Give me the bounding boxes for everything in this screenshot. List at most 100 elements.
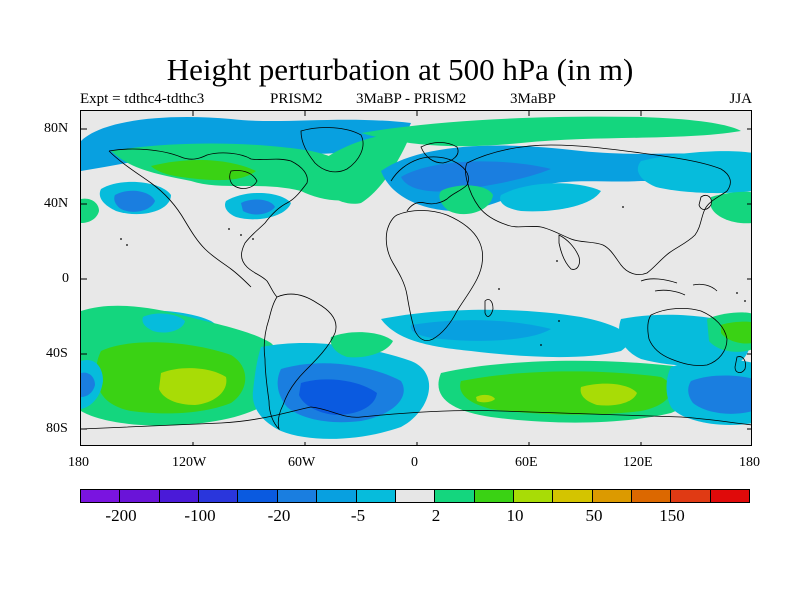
nh-negative-pacific: [81, 117, 411, 171]
sh-negative-west-edge-core: [81, 372, 95, 397]
nh-negative-atlantic-core: [241, 199, 275, 215]
coast-antarctica: [81, 406, 751, 430]
coast-scandinavia: [420, 142, 459, 164]
colorbar-label: 150: [659, 506, 685, 525]
colorbar-box: [553, 490, 593, 502]
coast-australia: [647, 307, 728, 366]
island-dot: [228, 228, 230, 230]
map-title: Height perturbation at 500 hPa (in m): [166, 52, 634, 87]
island-dot: [498, 288, 500, 290]
coast-south-america: [263, 293, 337, 431]
model-label-1: PRISM2: [270, 91, 323, 107]
coast-asia: [465, 144, 731, 275]
sh-negative-atlantic-max: [299, 379, 377, 415]
x-tick-label-180w: 180: [68, 455, 89, 470]
coast-japan: [698, 195, 712, 210]
period-label: 3MaBP: [510, 91, 556, 107]
colorbar-box: [435, 490, 475, 502]
island-dot: [736, 292, 738, 294]
nh-positive-west-edge: [81, 198, 99, 223]
colorbar-box: [671, 490, 711, 502]
island-dot: [126, 244, 128, 246]
nh-positive-dateline: [711, 191, 751, 224]
colorbar-box: [81, 490, 121, 502]
coast-africa: [385, 210, 483, 341]
colorbar-box: [277, 490, 318, 502]
x-tick-label-0: 0: [411, 455, 418, 470]
nh-negative-pacific-core: [114, 190, 155, 212]
island-dot: [558, 320, 560, 322]
comparison-label: 3MaBP - PRISM2: [356, 91, 467, 107]
nh-negative-east-pacific: [637, 151, 751, 194]
season-label: JJA: [729, 91, 752, 107]
y-tick-label-80s: 80S: [46, 421, 68, 436]
coast-north-america: [108, 148, 308, 298]
coast-new-zealand: [734, 356, 746, 373]
colorbar-box: [120, 490, 160, 502]
colorbar-label: -200: [105, 506, 137, 525]
coast-greenland: [300, 127, 364, 173]
map-plot-area: [80, 110, 752, 446]
perturbation-shading: [81, 116, 751, 439]
sh-negative-chile: [142, 313, 185, 333]
sh-negative-indian-core: [410, 320, 551, 341]
coast-india: [558, 234, 580, 270]
colorbar-label: -100: [184, 506, 216, 525]
coast-hudson-bay: [229, 170, 258, 189]
island-dot: [540, 344, 542, 346]
experiment-label: Expt = tdthc4-tdthc3: [80, 91, 205, 107]
colorbar-label: -20: [267, 506, 291, 525]
sh-positive-south-america: [330, 332, 393, 358]
colorbar-box: [474, 490, 514, 502]
nh-negative-asia: [500, 183, 601, 212]
sh-negative-tasman-core: [688, 375, 751, 414]
colorbar-label: 50: [585, 506, 603, 525]
colorbar-box: [356, 490, 396, 502]
x-tick-label-120e: 120E: [623, 455, 653, 470]
sh-positive-south-pacific-max: [159, 368, 227, 405]
coast-madagascar: [484, 299, 494, 317]
colorbar: [80, 489, 750, 503]
island-dot: [252, 238, 254, 240]
colorbar-label: 2: [431, 506, 441, 525]
colorbar-box: [159, 490, 200, 502]
island-dot: [120, 238, 122, 240]
axis-ticks: [81, 111, 751, 445]
sh-positive-dateline-core: [721, 321, 751, 344]
nh-negative-europe-core: [401, 161, 551, 192]
y-tick-label-0: 0: [62, 271, 69, 286]
colorbar-box: [710, 490, 750, 502]
island-dot: [622, 206, 624, 208]
nh-positive-mediterranean: [439, 185, 493, 215]
lakes-and-islands: [120, 206, 746, 346]
sh-positive-indian-max: [580, 383, 637, 406]
colorbar-box: [317, 490, 357, 502]
colorbar-label: -5: [350, 506, 366, 525]
y-tick-label-80n: 80N: [44, 121, 69, 136]
island-dot: [744, 300, 746, 302]
island-dot: [240, 234, 242, 236]
nh-positive-arctic: [361, 116, 741, 147]
coast-europe: [390, 156, 469, 212]
coastlines: [81, 127, 751, 431]
map-canvas: [81, 111, 751, 445]
colorbar-box: [632, 490, 672, 502]
colorbar-box: [199, 490, 239, 502]
x-tick-label-60e: 60E: [515, 455, 538, 470]
colorbar-box: [513, 490, 554, 502]
y-tick-label-40s: 40S: [46, 346, 68, 361]
x-tick-label-120w: 120W: [172, 455, 207, 470]
colorbar-box: [592, 490, 633, 502]
y-tick-label-40n: 40N: [44, 196, 69, 211]
sh-positive-indian-core: [460, 371, 672, 415]
sh-positive-indian-small: [476, 394, 495, 403]
x-tick-label-180e: 180: [739, 455, 760, 470]
coast-indonesia: [640, 278, 718, 296]
colorbar-label: 10: [506, 506, 524, 525]
colorbar-box: [395, 490, 436, 502]
island-dot: [556, 260, 558, 262]
nh-positive-greenland: [311, 132, 411, 204]
x-tick-label-60w: 60W: [288, 455, 316, 470]
colorbar-box: [238, 490, 278, 502]
coast-north-america-west: [108, 150, 252, 288]
